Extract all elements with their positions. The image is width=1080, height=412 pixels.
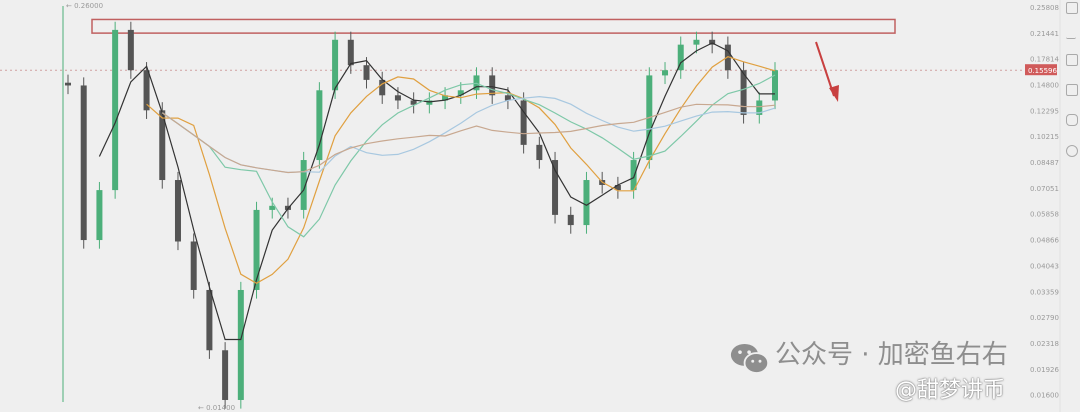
candle-body <box>520 100 527 145</box>
candle-body <box>426 100 433 105</box>
candle-body <box>206 289 213 351</box>
compare-icon[interactable] <box>1066 145 1078 157</box>
candle-body <box>740 70 747 115</box>
current-price-label: 0.15596 <box>1028 67 1057 75</box>
candle-body <box>536 144 543 161</box>
candle-body <box>269 205 276 210</box>
candle-body <box>630 160 637 191</box>
indicator-icon[interactable] <box>1066 28 1076 39</box>
candle-body <box>489 75 496 96</box>
candle-body <box>442 95 449 101</box>
high-marker-label: ← 0.26000 <box>66 2 103 10</box>
candle-body <box>237 289 244 400</box>
y-tick-label: 0.01600 <box>1030 392 1059 400</box>
y-tick-label: 0.21441 <box>1030 30 1059 38</box>
calendar-icon[interactable] <box>1066 2 1078 14</box>
moving-average-line <box>98 42 775 341</box>
y-tick-label: 0.02318 <box>1030 340 1059 348</box>
layout-icon[interactable] <box>1066 84 1078 96</box>
candle-body <box>80 85 87 241</box>
candle-body <box>143 70 150 111</box>
candle-body <box>253 209 260 290</box>
y-tick-label: 0.14800 <box>1030 82 1059 90</box>
y-tick-label: 0.02790 <box>1030 314 1059 322</box>
y-tick-label: 0.05858 <box>1030 211 1059 219</box>
y-tick-label: 0.17814 <box>1030 56 1059 64</box>
candle-body <box>756 100 763 115</box>
current-price-tag <box>1025 64 1057 76</box>
candle-body <box>222 350 229 400</box>
candle-body <box>363 65 370 80</box>
y-tick-label: 0.07051 <box>1030 185 1059 193</box>
down-arrow-head <box>829 85 839 102</box>
candle-body <box>709 39 716 45</box>
wechat-logo-icon <box>730 343 770 374</box>
screenshot-icon[interactable] <box>1066 54 1078 66</box>
moving-average-line <box>161 103 776 174</box>
candle-body <box>662 70 669 76</box>
candle-body <box>159 110 166 181</box>
moving-average-line <box>161 74 776 238</box>
candle-body <box>614 184 621 191</box>
candle-body <box>504 95 511 101</box>
y-tick-label: 0.03359 <box>1030 288 1059 296</box>
candle-body <box>394 95 401 101</box>
y-tick-label: 0.04043 <box>1030 262 1059 270</box>
candle-body <box>772 70 778 101</box>
candle-body <box>65 82 71 86</box>
candle-body <box>379 79 386 96</box>
moving-average-line <box>146 56 776 284</box>
y-tick-label: 0.08487 <box>1030 159 1059 167</box>
low-marker-label: ← 0.01400 <box>198 404 235 412</box>
candle-body <box>300 160 307 210</box>
candle-body <box>677 44 684 71</box>
candle-body <box>552 160 559 215</box>
watermark-author: @甜梦讲币 <box>895 378 1006 403</box>
resistance-zone-box <box>91 18 896 34</box>
candle-body <box>583 180 590 226</box>
candle-body <box>96 190 103 241</box>
y-tick-label: 0.04866 <box>1030 237 1059 245</box>
candle-body <box>457 90 464 96</box>
candle-body <box>693 39 700 45</box>
candle-body <box>410 100 417 105</box>
watermark-account: 公众号 · 加密鱼右右 <box>775 340 1008 370</box>
y-tick-label: 0.01926 <box>1030 366 1059 374</box>
candle-body <box>316 90 323 161</box>
candle-body <box>190 241 197 290</box>
candle-body <box>567 214 574 226</box>
down-arrow-shaft <box>815 41 835 97</box>
y-tick-label: 0.25808 <box>1030 4 1059 12</box>
candle-body <box>112 29 119 191</box>
bot-icon[interactable] <box>1066 114 1078 126</box>
candle-body <box>127 29 134 71</box>
candle-body <box>347 39 354 66</box>
y-tick-label: 0.10215 <box>1030 133 1059 141</box>
candle-body <box>174 180 181 242</box>
candle-body <box>332 39 339 91</box>
y-tick-label: 0.12295 <box>1030 107 1059 115</box>
